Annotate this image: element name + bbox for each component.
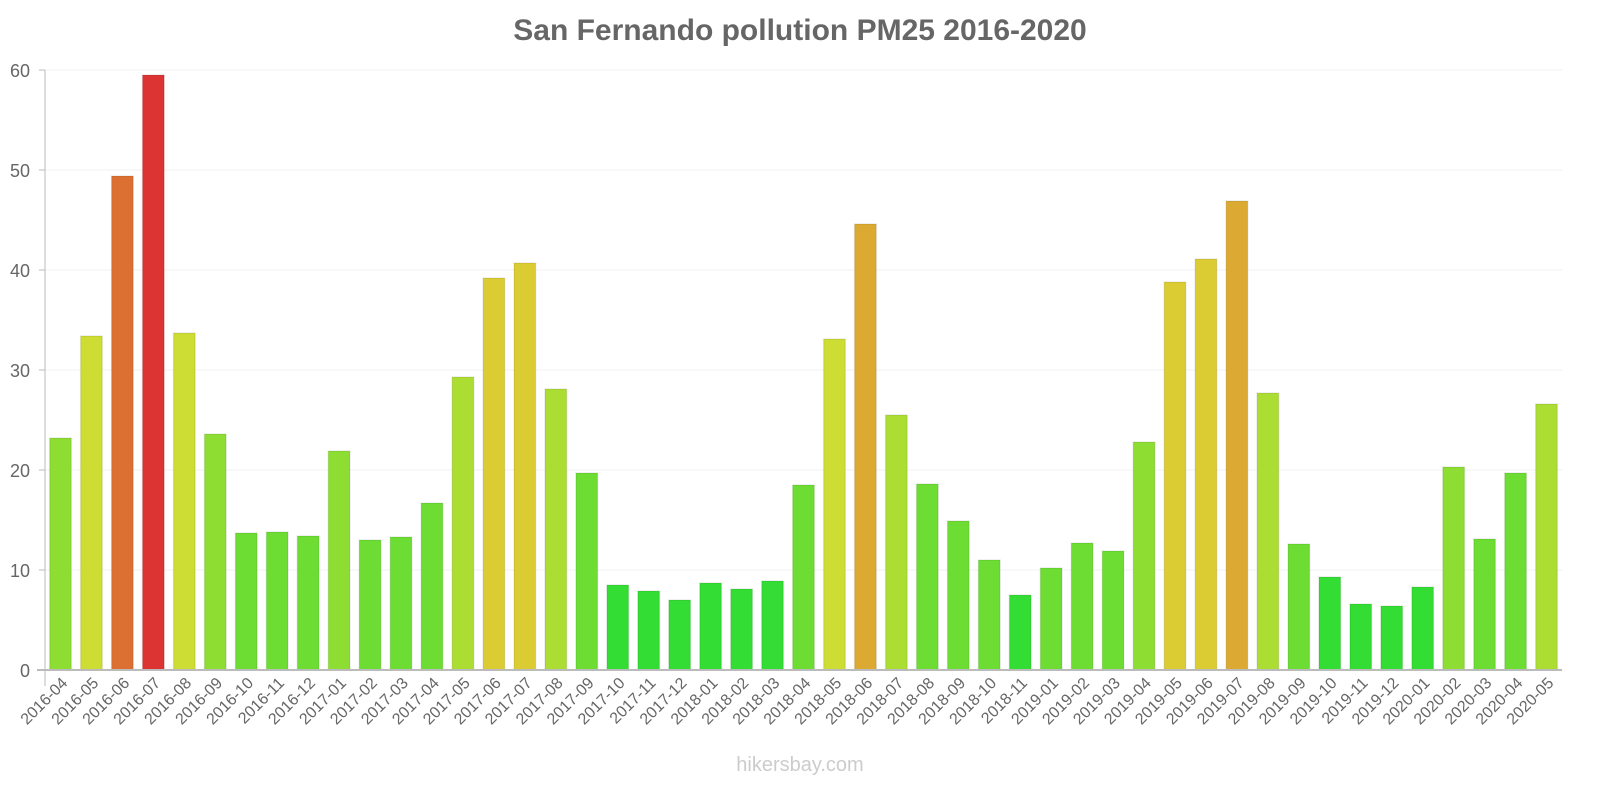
bar-2016-04[interactable] bbox=[48, 437, 73, 671]
bar-2020-03[interactable] bbox=[1473, 538, 1497, 671]
bar-2017-05[interactable] bbox=[451, 376, 475, 671]
bar-2016-11[interactable] bbox=[265, 531, 289, 671]
bar-2017-09[interactable] bbox=[575, 472, 599, 671]
bar-2018-06[interactable] bbox=[853, 223, 878, 671]
bar-2017-10[interactable] bbox=[606, 584, 630, 671]
bar-2019-07[interactable] bbox=[1225, 200, 1249, 671]
bar-2019-09[interactable] bbox=[1287, 543, 1311, 671]
bar-2018-04[interactable] bbox=[791, 484, 816, 671]
bar-2019-08[interactable] bbox=[1256, 392, 1280, 671]
y-axis: 0 10 20 30 40 50 60 bbox=[10, 61, 46, 686]
bar-2017-11[interactable] bbox=[637, 590, 661, 671]
bar-2019-01[interactable] bbox=[1039, 567, 1063, 671]
bar-2016-05[interactable] bbox=[79, 335, 104, 671]
bar-2018-09[interactable] bbox=[946, 520, 970, 671]
bar-2017-06[interactable] bbox=[482, 277, 506, 671]
bar-2016-12[interactable] bbox=[296, 535, 320, 671]
bar-2018-08[interactable] bbox=[915, 483, 939, 671]
chart-title: San Fernando pollution PM25 2016-2020 bbox=[513, 14, 1087, 47]
bar-2018-03[interactable] bbox=[760, 580, 785, 671]
y-tick-label: 20 bbox=[10, 461, 30, 481]
bar-2018-01[interactable] bbox=[699, 582, 723, 671]
watermark: hikersbay.com bbox=[736, 754, 864, 776]
bar-2018-10[interactable] bbox=[977, 559, 1001, 671]
y-tick-label: 40 bbox=[10, 261, 30, 281]
bars bbox=[48, 74, 1559, 671]
bar-2018-05[interactable] bbox=[822, 338, 847, 671]
bar-2017-12[interactable] bbox=[668, 599, 692, 671]
bar-2018-11[interactable] bbox=[1008, 594, 1032, 671]
bar-2019-12[interactable] bbox=[1380, 605, 1404, 671]
bar-2018-07[interactable] bbox=[884, 414, 908, 671]
x-axis: 2016-042016-052016-062016-072016-082016-… bbox=[18, 669, 1562, 728]
bar-2016-10[interactable] bbox=[234, 532, 258, 671]
bar-2019-02[interactable] bbox=[1070, 542, 1094, 671]
bar-2017-07[interactable] bbox=[513, 262, 537, 671]
bar-2020-04[interactable] bbox=[1503, 472, 1528, 671]
y-tick-label: 0 bbox=[20, 661, 30, 681]
bar-2017-01[interactable] bbox=[327, 450, 351, 671]
bar-2018-02[interactable] bbox=[729, 588, 754, 671]
bar-2020-05[interactable] bbox=[1534, 403, 1559, 671]
bar-2016-06[interactable] bbox=[110, 175, 134, 671]
bar-2019-05[interactable] bbox=[1163, 281, 1187, 671]
bar-2016-09[interactable] bbox=[203, 433, 227, 671]
y-tick-label: 10 bbox=[10, 561, 30, 581]
y-tick-label: 60 bbox=[10, 61, 30, 81]
bar-2017-04[interactable] bbox=[420, 502, 444, 671]
bar-2016-08[interactable] bbox=[172, 332, 196, 671]
bar-2020-02[interactable] bbox=[1442, 466, 1466, 671]
y-tick-label: 50 bbox=[10, 161, 30, 181]
bar-2017-03[interactable] bbox=[389, 536, 413, 671]
bar-2019-10[interactable] bbox=[1318, 576, 1342, 671]
bar-2016-07[interactable] bbox=[141, 74, 165, 671]
bar-2019-04[interactable] bbox=[1132, 441, 1156, 671]
bar-2019-06[interactable] bbox=[1194, 258, 1218, 671]
bar-2019-03[interactable] bbox=[1101, 550, 1125, 671]
bar-2019-11[interactable] bbox=[1349, 603, 1373, 671]
bar-2020-01[interactable] bbox=[1411, 586, 1435, 671]
bar-2017-02[interactable] bbox=[358, 539, 382, 671]
bar-2017-08[interactable] bbox=[544, 388, 568, 671]
y-tick-label: 30 bbox=[10, 361, 30, 381]
